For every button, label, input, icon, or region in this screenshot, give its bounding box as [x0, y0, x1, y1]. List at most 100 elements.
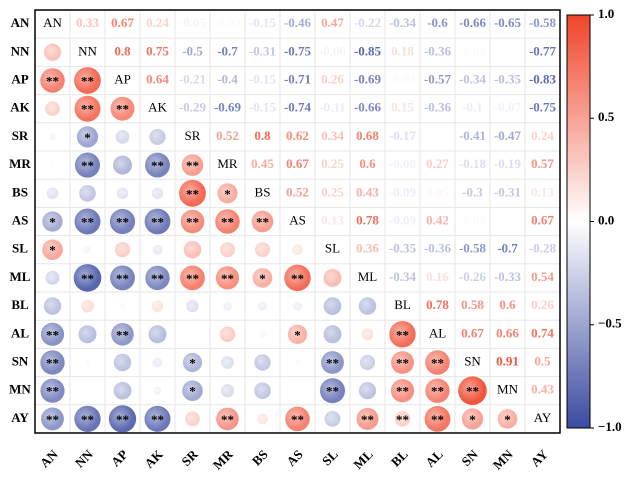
column-label: MN	[490, 446, 516, 472]
significance-stars: **	[361, 412, 374, 427]
corr-value: -0.03	[459, 212, 487, 227]
corr-circle	[40, 68, 65, 93]
corr-circle	[287, 324, 308, 345]
corr-value: -0.75	[529, 100, 557, 115]
corr-circle	[113, 353, 132, 372]
corr-value: 0.05	[426, 184, 449, 199]
corr-value: -0.77	[529, 43, 557, 58]
corr-circle	[255, 242, 270, 258]
corr-circle	[424, 405, 451, 432]
significance-stars: **	[81, 214, 94, 229]
corr-circle	[321, 351, 344, 374]
corr-value: -0.74	[284, 100, 312, 115]
diagonal-label: AS	[289, 212, 306, 227]
corr-value: -0.7	[217, 43, 238, 58]
corr-value: -0.15	[249, 15, 277, 30]
corr-circle	[254, 354, 271, 371]
corr-value: 0.91	[496, 353, 519, 368]
corr-value: -0.22	[354, 15, 381, 30]
significance-stars: **	[151, 412, 164, 427]
corr-value: -0.21	[179, 71, 206, 86]
corr-circle	[254, 382, 271, 400]
diagonal-label: SR	[185, 128, 201, 143]
significance-stars: **	[116, 412, 129, 427]
corr-circle	[86, 389, 89, 393]
significance-stars: *	[224, 186, 231, 201]
corr-value: -0.19	[494, 156, 522, 171]
corr-value: -0.05	[179, 15, 207, 30]
significance-stars: **	[116, 327, 129, 342]
significance-stars: **	[81, 102, 94, 117]
corr-value: -0.69	[214, 100, 242, 115]
significance-stars: **	[46, 355, 59, 370]
corr-circle	[425, 378, 450, 403]
row-label: NN	[11, 43, 30, 58]
diagonal-label: BL	[394, 297, 411, 312]
corr-value: -0.69	[354, 71, 382, 86]
corr-circle	[285, 406, 310, 432]
corr-value: 0.47	[321, 15, 344, 30]
corr-circle	[359, 354, 376, 371]
corr-value: 0.8	[254, 128, 271, 143]
corr-circle	[394, 411, 411, 427]
corr-circle	[110, 265, 135, 291]
corr-circle	[152, 357, 163, 368]
diagonal-label: AY	[534, 410, 552, 425]
corr-circle	[180, 209, 205, 234]
corr-value: 0.24	[531, 128, 554, 143]
corr-value: 0.58	[461, 297, 484, 312]
corr-value: -0.11	[319, 100, 345, 115]
corr-circle	[144, 208, 171, 235]
corr-value: 0.78	[426, 297, 449, 312]
corr-value: -0.15	[249, 100, 277, 115]
column-label: BS	[249, 447, 271, 469]
diagonal-label: NN	[78, 43, 97, 58]
corr-value: -0.03	[389, 71, 417, 86]
corr-circle	[296, 389, 299, 393]
corr-circle	[215, 266, 240, 290]
significance-stars: **	[326, 384, 339, 399]
corr-circle	[294, 359, 301, 366]
corr-value: 0.62	[286, 128, 309, 143]
significance-stars: **	[291, 412, 304, 427]
corr-circle	[183, 240, 202, 259]
corr-circle	[74, 208, 101, 235]
corr-circle	[217, 183, 238, 204]
corr-circle	[293, 301, 302, 311]
corr-circle	[111, 322, 134, 346]
corr-circle	[40, 350, 65, 375]
corr-circle	[42, 211, 63, 232]
corr-value: -0.36	[424, 43, 452, 58]
corr-value: 0.01	[496, 43, 519, 58]
corr-value: 0.45	[251, 156, 274, 171]
corr-value: -0.09	[389, 212, 417, 227]
corr-circle	[356, 407, 379, 430]
corr-circle	[119, 303, 126, 309]
plot-frame	[34, 9, 561, 434]
corr-value: -0.47	[494, 128, 522, 143]
significance-stars: **	[186, 271, 199, 286]
significance-stars: **	[81, 73, 94, 88]
corr-circle	[84, 359, 91, 366]
row-label: AP	[11, 71, 28, 86]
colorbar-tick-label: 0.0	[598, 212, 614, 227]
corr-circle	[79, 184, 96, 202]
corr-circle	[114, 242, 131, 258]
corr-value: -0.08	[389, 156, 417, 171]
corr-circle	[144, 405, 171, 432]
corr-circle	[45, 101, 60, 117]
corr-circle	[113, 155, 132, 175]
corr-circle	[151, 300, 164, 312]
corr-value: -0.83	[529, 71, 557, 86]
corr-value: 0.5	[534, 353, 551, 368]
significance-stars: **	[151, 158, 164, 173]
corr-circle	[323, 268, 342, 287]
corr-value: -0.31	[249, 43, 276, 58]
significance-stars: **	[431, 412, 444, 427]
corr-circle	[181, 154, 204, 176]
corr-value: -0.01	[494, 212, 521, 227]
corr-value: -0.18	[459, 156, 487, 171]
corr-circle	[223, 301, 232, 311]
corr-value: -0.75	[284, 43, 312, 58]
corr-circle	[391, 351, 414, 374]
